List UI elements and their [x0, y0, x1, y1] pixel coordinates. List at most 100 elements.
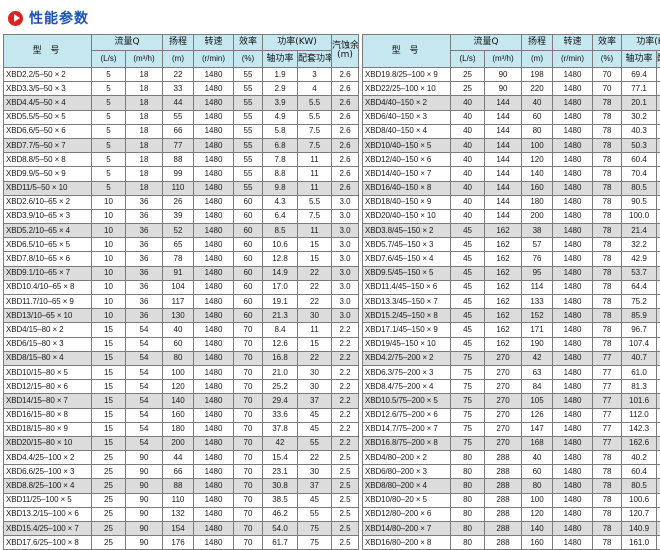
cell-value: 55 [233, 137, 263, 154]
cell-value: 100 [521, 137, 554, 154]
cell-value: 40 [450, 166, 486, 182]
cell-value: 75 [450, 379, 486, 395]
cell-value: 5.5 [296, 194, 333, 210]
cell-value: 75 [296, 520, 333, 537]
cell-value: 30.8 [262, 478, 298, 494]
cell-model: XBD11.7/10–65 × 9 [3, 293, 92, 310]
cell-value: 77.1 [621, 81, 658, 97]
cell-value: 40.2 [621, 450, 658, 466]
cell-value: 90 [656, 166, 660, 182]
cell-value: 2.5 [331, 464, 360, 480]
cell-value: 3.0 [331, 265, 360, 281]
cell-value: 45 [450, 265, 486, 281]
cell-value: 95 [521, 265, 554, 281]
cell-value: 90 [656, 81, 660, 97]
cell-value: 1480 [193, 435, 234, 452]
cell-value: 1480 [552, 95, 594, 111]
cell-value: 2.2 [331, 322, 360, 338]
cell-model: XBD13/10–65 × 10 [3, 308, 92, 324]
cell-value: 2.2 [331, 379, 360, 395]
column-header-npsh: 汽蚀余量 (m) [331, 34, 360, 68]
table-row: XBD9.1/10–65 × 7 10 36 91 1480 60 14.9 22 3.0 [3, 265, 360, 281]
cell-value: 4.9 [262, 109, 298, 125]
cell-value: 61.0 [621, 364, 658, 381]
cell-value: 120 [521, 506, 554, 523]
table-row: XBD14.7/75–200 × 775270147148077142.3160… [362, 421, 660, 437]
cell-value: 75 [656, 364, 660, 381]
cell-value: 90 [484, 66, 523, 83]
cell-value: 190 [521, 336, 554, 352]
cell-value: 77 [162, 137, 194, 154]
column-header-model: 型 号 [3, 34, 92, 68]
cell-value: 1480 [193, 293, 234, 310]
cell-value: 1480 [552, 152, 594, 168]
cell-value: 2.5 [331, 450, 360, 466]
cell-value: 42 [521, 350, 554, 366]
cell-value: 1480 [193, 421, 234, 437]
cell-value: 90 [125, 464, 163, 480]
cell-value: 160 [656, 421, 660, 437]
cell-model: XBD16/80–200 × 8 [362, 535, 452, 550]
cell-value: 75 [656, 265, 660, 281]
cell-value: 270 [484, 393, 523, 409]
cell-model: XBD6/15–80 × 3 [3, 336, 92, 352]
cell-model: XBD4/40–150 × 2 [362, 95, 452, 111]
cell-value: 1480 [552, 393, 594, 409]
cell-value: 42 [262, 435, 298, 452]
cell-value: 1480 [552, 506, 594, 523]
cell-value: 33.6 [262, 407, 298, 423]
cell-value: 1480 [193, 109, 234, 125]
cell-value: 1480 [193, 223, 234, 239]
cell-value: 1480 [193, 81, 234, 97]
cell-value: 45 [450, 223, 486, 239]
cell-value: 1480 [552, 450, 594, 466]
cell-value: 55 [296, 506, 333, 523]
cell-value: 120.7 [621, 506, 658, 523]
table-row: XBD4/15–80 × 2 15 54 40 1480 70 8.4 11 2.2 [3, 322, 360, 338]
cell-value: 144 [484, 95, 523, 111]
table-row: XBD10.4/10–65 × 8 10 36 104 1480 60 17.0 22 3.0 [3, 279, 360, 296]
cell-value: 18 [125, 166, 163, 182]
cell-value: 60.4 [621, 464, 658, 480]
cell-value: 55 [233, 81, 263, 97]
column-header-efficiency: 效率 [233, 34, 263, 51]
cell-value: 288 [484, 450, 523, 466]
cell-value: 80 [450, 520, 486, 537]
cell-value: 1480 [552, 478, 594, 494]
cell-value: 55 [233, 95, 263, 111]
column-header-power: 功率(KW) [621, 34, 660, 51]
cell-value: 132 [162, 506, 194, 523]
cell-value: 1480 [552, 379, 594, 395]
cell-value: 22 [296, 450, 333, 466]
cell-model: XBD4/15–80 × 2 [3, 322, 92, 338]
column-header-power-motor: 配套功率 [656, 50, 660, 68]
cell-value: 30 [656, 95, 660, 111]
cell-value: 110 [656, 379, 660, 395]
column-header-head: 扬程 [521, 34, 554, 51]
cell-value: 114 [521, 279, 554, 296]
cell-value: 78 [592, 237, 623, 253]
cell-model: XBD6/80–200 × 3 [362, 464, 452, 480]
cell-model: XBD12.6/75–200 × 6 [362, 407, 452, 423]
cell-value: 2.6 [331, 137, 360, 154]
cell-value: 42.9 [621, 251, 658, 267]
cell-model: XBD14.7/75–200 × 7 [362, 421, 452, 437]
cell-value: 80 [162, 350, 194, 366]
cell-model: XBD16/40–150 × 8 [362, 180, 452, 196]
cell-value: 1480 [552, 407, 594, 423]
cell-value: 1480 [193, 350, 234, 366]
cell-value: 54 [125, 364, 163, 381]
cell-value: 60 [521, 464, 554, 480]
cell-model: XBD19/45–150 × 10 [362, 336, 452, 352]
cell-model: XBD17.6/25–100 × 8 [3, 535, 92, 550]
cell-value: 1480 [193, 450, 234, 466]
cell-value: 3.0 [331, 308, 360, 324]
cell-value: 2.6 [331, 180, 360, 196]
cell-value: 10 [91, 223, 126, 239]
cell-value: 5.5 [296, 109, 333, 125]
cell-value: 140 [521, 166, 554, 182]
cell-value: 33 [162, 81, 194, 97]
column-header-head-unit: (m) [162, 50, 194, 68]
